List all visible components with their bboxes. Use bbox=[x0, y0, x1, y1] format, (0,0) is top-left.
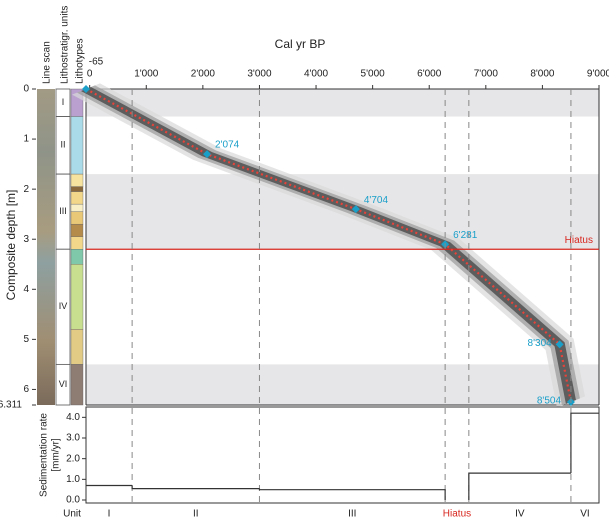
control-point-label: 6'281 bbox=[453, 230, 478, 241]
column-header: Line scan bbox=[42, 41, 53, 84]
y-axis-title: [mm/yr] bbox=[51, 438, 62, 472]
axis-frame bbox=[85, 406, 600, 504]
control-point bbox=[555, 340, 564, 349]
unit-band bbox=[86, 364, 599, 405]
x-tick-label: 5'000 bbox=[361, 69, 386, 80]
y-tick-label: 1 bbox=[23, 134, 29, 145]
x-tick-label: -65 bbox=[89, 57, 104, 68]
control-point-label: 2'074 bbox=[215, 140, 240, 151]
lithotype bbox=[70, 173, 84, 187]
uncertainty-cloud bbox=[77, 85, 580, 406]
unit-axis-tick: II bbox=[193, 509, 199, 520]
lithotype bbox=[70, 211, 84, 225]
lithotype bbox=[70, 249, 84, 265]
lithotype bbox=[70, 236, 84, 250]
y-axis-title: Sedimentation rate bbox=[39, 413, 50, 497]
x-tick-label: 4'000 bbox=[304, 69, 329, 80]
rate-step bbox=[258, 488, 446, 500]
lithotype bbox=[70, 186, 84, 192]
unit-axis-tick: IV bbox=[515, 509, 525, 520]
unit-axis-tick: I bbox=[108, 509, 111, 520]
y-tick-label: 3.0 bbox=[66, 433, 80, 444]
lithotype bbox=[70, 191, 84, 205]
hiatus-label: Hiatus bbox=[565, 235, 593, 246]
y-tick-label: 6.311 bbox=[0, 400, 22, 411]
control-point bbox=[351, 205, 360, 214]
y-tick-label: 2.0 bbox=[66, 453, 80, 464]
y-tick-label: 4 bbox=[23, 284, 29, 295]
x-tick-label: 6'000 bbox=[417, 69, 442, 80]
rate-step bbox=[468, 472, 571, 500]
column-header: Lithotypes bbox=[75, 38, 86, 84]
control-point-label: 4'704 bbox=[364, 195, 389, 206]
unit-label: IV bbox=[59, 301, 68, 311]
rate-step bbox=[131, 485, 260, 490]
y-tick-label: 3 bbox=[23, 234, 29, 245]
x-tick-label: 1'000 bbox=[134, 69, 159, 80]
x-tick-label: 8'000 bbox=[530, 69, 555, 80]
unit-label: I bbox=[62, 97, 65, 107]
unit-band bbox=[86, 89, 599, 117]
control-point bbox=[82, 85, 90, 93]
unit-axis-label: Unit bbox=[63, 509, 81, 520]
x-tick-label: 3'000 bbox=[247, 69, 272, 80]
y-tick-label: 0 bbox=[23, 84, 29, 95]
unit-label: II bbox=[60, 140, 65, 150]
control-point-label: 8'504 bbox=[537, 396, 562, 407]
control-point bbox=[203, 150, 212, 159]
x-tick-label: 7'000 bbox=[474, 69, 499, 80]
lithotype bbox=[70, 223, 84, 237]
lithotype bbox=[70, 329, 84, 365]
y-tick-label: 2 bbox=[23, 184, 29, 195]
x-tick-label: 9'000 bbox=[587, 69, 609, 80]
lithotype bbox=[70, 264, 84, 330]
unit-label: III bbox=[59, 206, 67, 216]
lithotype bbox=[70, 116, 84, 175]
rate-step bbox=[570, 412, 599, 474]
control-point-label: 8'304 bbox=[528, 338, 553, 349]
y-tick-label: 6 bbox=[23, 384, 29, 395]
lithotype bbox=[70, 364, 84, 406]
x-tick-label: 0 bbox=[87, 69, 93, 80]
unit-cell bbox=[55, 363, 71, 406]
x-axis-title: Cal yr BP bbox=[275, 37, 326, 51]
y-tick-label: 5 bbox=[23, 334, 29, 345]
line-scan bbox=[37, 89, 55, 405]
y-tick-label: 0.0 bbox=[66, 495, 80, 506]
unit-axis-tick: Hiatus bbox=[443, 509, 471, 520]
column-header: Lithostratigr. units bbox=[60, 6, 71, 84]
x-tick-label: 2'000 bbox=[191, 69, 216, 80]
unit-axis-tick: III bbox=[348, 509, 356, 520]
unit-label: VI bbox=[59, 379, 68, 389]
unit-axis-tick: VI bbox=[580, 509, 589, 520]
y-tick-label: 4.0 bbox=[66, 412, 80, 423]
y-axis-title: Composite depth [m] bbox=[4, 190, 18, 301]
y-tick-label: 1.0 bbox=[66, 474, 80, 485]
lithotype bbox=[70, 203, 84, 212]
